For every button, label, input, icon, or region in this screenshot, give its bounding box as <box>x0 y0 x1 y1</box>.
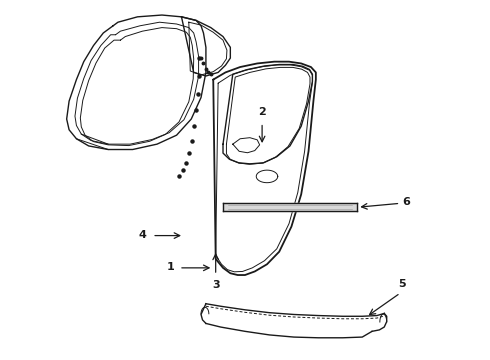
Text: 6: 6 <box>402 197 410 207</box>
Text: 3: 3 <box>212 280 220 290</box>
Text: 4: 4 <box>139 230 147 239</box>
Text: 5: 5 <box>398 279 406 289</box>
Text: 2: 2 <box>258 107 266 117</box>
Text: 1: 1 <box>167 262 174 272</box>
